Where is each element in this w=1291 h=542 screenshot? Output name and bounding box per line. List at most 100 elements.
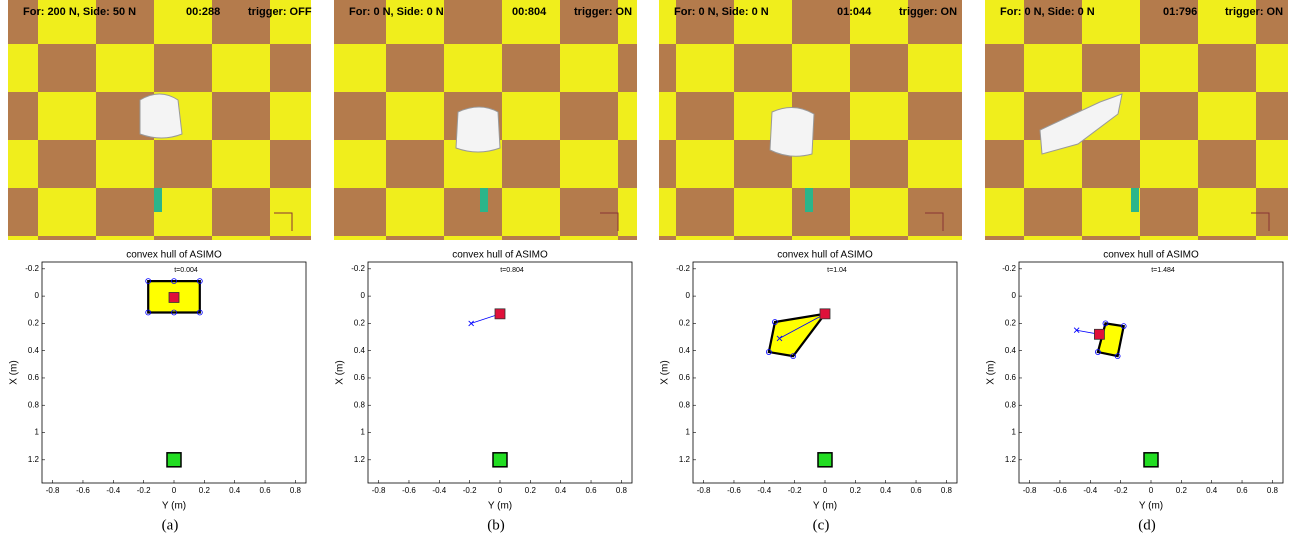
y-axis-label: X (m)	[335, 360, 346, 384]
y-tick-label: 0	[686, 291, 691, 300]
annotation: t=0.004	[174, 267, 198, 274]
y-tick-label: 0.4	[28, 346, 40, 355]
zmp-point	[1073, 327, 1080, 334]
cop-point	[168, 292, 180, 303]
y-tick-label: 1.2	[679, 455, 691, 464]
y-tick-label: 0	[361, 291, 366, 300]
y-tick-label: 0.4	[354, 346, 366, 355]
x-tick-label: 0.2	[850, 486, 862, 495]
x-tick-label: 0.8	[941, 486, 953, 495]
hull-vertex	[145, 278, 152, 284]
y-tick-label: 0.6	[28, 373, 40, 382]
x-tick-label: 0.4	[880, 486, 892, 495]
chart-title: convex hull of ASIMO	[1103, 250, 1199, 261]
x-tick-label: 0.6	[259, 486, 271, 495]
hull-vertex	[171, 278, 177, 284]
x-tick-label: -0.6	[76, 486, 90, 495]
y-axis-label: X (m)	[660, 360, 671, 384]
overlay-time: 01:044	[837, 6, 872, 18]
y-tick-label: 1	[686, 428, 691, 437]
hull-vertex	[1094, 349, 1101, 355]
robot	[769, 107, 815, 157]
y-tick-label: 0.2	[28, 318, 40, 327]
y-tick-label: 1.2	[28, 455, 40, 464]
hull-vertex	[196, 309, 203, 316]
x-tick-label: 0.8	[616, 486, 628, 495]
frame-axes	[274, 212, 293, 231]
overlay-trigger: trigger: ON	[574, 6, 632, 18]
plot-area	[367, 261, 633, 484]
y-tick-label: 1	[361, 428, 366, 437]
target-point	[166, 452, 182, 468]
marker	[805, 188, 813, 212]
overlay-force: For: 0 N, Side: 0 N	[674, 6, 769, 18]
x-axis-label: Y (m)	[813, 501, 837, 512]
plot-area	[692, 261, 958, 484]
x-tick-label: 0.4	[1206, 486, 1218, 495]
y-tick-label: 0.8	[28, 400, 40, 409]
overlay-time: 00:804	[512, 6, 547, 18]
plot-area	[1018, 261, 1284, 484]
y-tick-label: 0.2	[354, 318, 366, 327]
y-tick-label: 0.8	[679, 400, 691, 409]
annotation: t=0.804	[500, 267, 524, 274]
overlay-trigger: trigger: ON	[899, 6, 957, 18]
x-tick-label: 0.2	[1176, 486, 1188, 495]
hull-vertex	[171, 309, 177, 316]
x-tick-label: 0	[823, 486, 828, 495]
annotation: t=1.04	[827, 267, 847, 274]
x-tick-label: 0.6	[585, 486, 597, 495]
y-tick-label: 1.2	[354, 455, 366, 464]
chart-title: convex hull of ASIMO	[777, 250, 873, 261]
y-tick-label: -0.2	[25, 264, 39, 273]
overlay-trigger: trigger: ON	[1225, 6, 1283, 18]
hull-vertex	[772, 319, 778, 325]
caption: (d)	[1138, 517, 1156, 533]
chart-title: convex hull of ASIMO	[126, 250, 222, 261]
cop-point	[494, 308, 506, 320]
hull-vertex	[765, 349, 772, 355]
cop-point	[1094, 328, 1105, 340]
y-tick-label: 0	[35, 291, 40, 300]
annotation: t=1.484	[1151, 267, 1175, 274]
x-axis-label: Y (m)	[162, 501, 186, 512]
y-tick-label: -0.2	[1002, 264, 1016, 273]
frame-axes	[1251, 212, 1270, 231]
zmp-point	[468, 320, 474, 327]
overlay-force: For: 0 N, Side: 0 N	[1000, 6, 1095, 18]
x-tick-label: -0.4	[106, 486, 120, 495]
x-tick-label: -0.8	[1023, 486, 1037, 495]
y-tick-label: 1.2	[1005, 455, 1017, 464]
x-tick-label: 0.8	[1267, 486, 1279, 495]
x-tick-label: 0.8	[290, 486, 302, 495]
hull-vertex	[145, 309, 152, 316]
y-tick-label: -0.2	[351, 264, 365, 273]
x-tick-label: 0.2	[525, 486, 537, 495]
y-tick-label: 0.2	[679, 318, 691, 327]
zmp-point	[776, 335, 783, 342]
x-tick-label: -0.6	[1053, 486, 1067, 495]
marker	[154, 188, 162, 212]
y-tick-label: 1	[1012, 428, 1017, 437]
x-tick-label: -0.2	[788, 486, 802, 495]
target-point	[817, 452, 833, 468]
cop-point	[819, 308, 831, 320]
x-tick-label: 0.2	[199, 486, 211, 495]
x-axis-label: Y (m)	[488, 501, 512, 512]
overlay-time: 00:288	[186, 6, 220, 18]
x-tick-label: -0.6	[402, 486, 416, 495]
overlay-trigger: trigger: OFF	[248, 6, 312, 18]
x-axis-label: Y (m)	[1139, 501, 1163, 512]
marker	[480, 188, 488, 212]
marker	[1131, 188, 1139, 212]
target-point	[492, 452, 508, 468]
caption: (b)	[487, 517, 505, 533]
x-tick-label: 0	[1149, 486, 1154, 495]
robot	[139, 93, 183, 139]
x-tick-label: 0	[498, 486, 503, 495]
y-tick-label: 0	[1012, 291, 1017, 300]
y-tick-label: 0.6	[679, 373, 691, 382]
x-tick-label: -0.4	[1083, 486, 1097, 495]
